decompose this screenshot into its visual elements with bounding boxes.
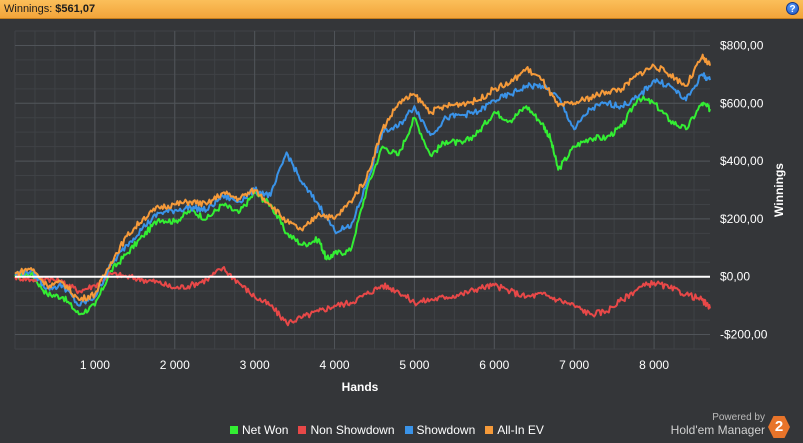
x-tick-label: 4 000	[320, 358, 350, 372]
title-bar: Winnings: $561,07 ?	[0, 0, 803, 19]
legend-label: Showdown	[416, 423, 476, 437]
legend-item[interactable]: Showdown	[404, 423, 476, 437]
x-tick-label: 2 000	[160, 358, 190, 372]
legend: Net Won Non Showdown Showdown All-In EV	[230, 423, 544, 437]
series-line-non-showdown	[14, 266, 711, 327]
legend-label: Non Showdown	[310, 423, 395, 437]
legend-label: Net Won	[242, 423, 289, 437]
x-tick-label: 3 000	[240, 358, 270, 372]
series-line-net-won	[14, 95, 711, 316]
x-axis-title: Hands	[342, 380, 379, 394]
series-line-showdown	[14, 72, 711, 307]
legend-item[interactable]: Non Showdown	[298, 423, 395, 437]
winnings-label: Winnings:	[4, 3, 53, 15]
help-icon[interactable]: ?	[786, 2, 799, 15]
legend-swatch	[298, 426, 307, 434]
legend-swatch	[230, 426, 238, 434]
winnings-value: $561,07	[55, 3, 96, 15]
y-tick-label: -$200,00	[720, 328, 768, 342]
grid-minor	[14, 30, 710, 350]
y-tick-label: $400,00	[720, 154, 764, 168]
y-axis-title: Winnings	[772, 163, 786, 217]
legend-item[interactable]: Net Won	[230, 423, 288, 437]
x-tick-label: 6 000	[479, 358, 509, 372]
product-name: Hold'em Manager	[670, 423, 765, 437]
x-tick-label: 5 000	[399, 358, 429, 372]
branding: Powered by Hold'em Manager	[671, 412, 765, 437]
y-tick-label: $0,00	[720, 270, 750, 284]
legend-swatch	[404, 426, 413, 434]
powered-by-text: Powered by	[712, 412, 765, 423]
legend-swatch	[485, 426, 494, 434]
legend-label: All-In EV	[497, 423, 544, 437]
x-tick-label: 8 000	[639, 358, 669, 372]
y-tick-label: $200,00	[720, 212, 764, 226]
y-tick-label: $800,00	[720, 38, 764, 52]
hm2-logo-icon: 2	[768, 416, 790, 438]
series-layer	[14, 53, 711, 327]
x-axis-ticks: 1 000 2 000 3 000 4 000 5 000 6 000 7 000 8 000	[80, 358, 670, 372]
y-tick-label: $600,00	[720, 96, 764, 110]
x-tick-label: 1 000	[80, 358, 110, 372]
x-tick-label: 7 000	[559, 358, 589, 372]
y-axis-ticks: -$200,00 $0,00 $200,00 $400,00 $600,00 $800,0…	[720, 38, 768, 341]
winnings-title: Winnings: $561,07	[4, 3, 95, 15]
legend-item[interactable]: All-In EV	[485, 423, 544, 437]
series-line-all-in-ev	[14, 53, 711, 302]
winnings-chart: -$200,00 $0,00 $200,00 $400,00 $600,00 $800,0…	[14, 30, 786, 394]
